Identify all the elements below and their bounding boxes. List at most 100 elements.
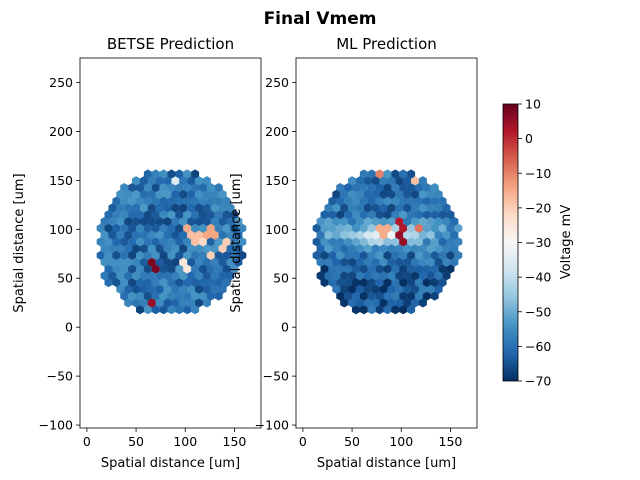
cell — [442, 203, 451, 213]
cell — [391, 305, 400, 315]
cell — [414, 277, 423, 288]
cell — [403, 230, 412, 240]
cell — [218, 243, 227, 254]
cell — [359, 277, 368, 288]
cell — [348, 298, 357, 308]
cell — [167, 237, 176, 247]
cell — [222, 250, 231, 260]
cell — [340, 257, 349, 267]
cell — [375, 250, 384, 260]
cell — [418, 176, 427, 186]
cell — [359, 250, 368, 260]
cell — [383, 305, 392, 315]
cell — [403, 216, 412, 227]
cell — [187, 243, 196, 254]
cell — [438, 210, 447, 220]
cell — [379, 298, 388, 308]
cell — [367, 250, 376, 260]
y-tick-label: 200 — [49, 124, 73, 139]
cell — [391, 223, 400, 233]
cell — [202, 243, 211, 254]
cell — [359, 196, 368, 206]
cell — [147, 284, 156, 294]
cell — [171, 189, 180, 199]
cell — [151, 277, 160, 288]
cell — [179, 189, 188, 199]
cell — [351, 277, 361, 288]
cell — [163, 176, 172, 186]
cell — [167, 223, 176, 233]
cell — [422, 182, 431, 193]
cell — [112, 223, 121, 233]
cell — [379, 243, 388, 254]
cell — [434, 257, 443, 267]
cell — [191, 264, 200, 274]
cell — [202, 189, 211, 199]
cell — [214, 277, 223, 288]
cell — [363, 189, 372, 199]
cell — [210, 189, 219, 199]
cell — [355, 216, 364, 227]
cell — [395, 203, 404, 213]
cell — [375, 223, 384, 233]
cell — [332, 203, 341, 213]
cell — [135, 210, 145, 220]
cell — [418, 298, 427, 308]
cell — [175, 223, 184, 233]
cell — [214, 210, 223, 220]
cell — [340, 298, 349, 308]
cell — [206, 291, 215, 301]
cell — [230, 210, 239, 220]
cell — [179, 298, 188, 308]
cell — [191, 182, 200, 193]
cell — [430, 291, 439, 301]
cell — [191, 250, 200, 260]
cell — [348, 284, 357, 294]
cell — [332, 284, 341, 294]
cell — [344, 291, 353, 301]
cell — [316, 216, 325, 227]
cell — [163, 203, 172, 213]
cell — [395, 271, 404, 281]
cell — [135, 291, 145, 301]
cell — [359, 291, 368, 301]
cell — [340, 203, 349, 213]
cell — [135, 305, 145, 315]
cell — [124, 284, 133, 294]
x-axis-label: Spatial distance [um] — [101, 456, 240, 471]
cell — [167, 277, 176, 288]
cell — [238, 237, 247, 247]
cell-grid — [312, 169, 463, 315]
cell — [395, 243, 404, 254]
cell — [399, 182, 408, 193]
cell — [135, 264, 145, 274]
cell — [438, 223, 447, 233]
cell — [206, 264, 215, 274]
cell — [434, 284, 443, 294]
cell — [159, 210, 168, 220]
cell — [210, 230, 219, 240]
cell — [195, 271, 204, 281]
cell — [434, 203, 443, 213]
cell — [100, 257, 109, 267]
cell — [391, 169, 400, 179]
cell — [171, 243, 180, 254]
cell — [163, 189, 172, 199]
cell — [399, 250, 408, 260]
cell — [179, 216, 188, 227]
cell — [128, 182, 137, 193]
colorbar-tick-label: −50 — [525, 304, 551, 319]
cell — [155, 203, 164, 213]
cell — [151, 264, 160, 274]
cell — [175, 291, 184, 301]
y-tick-label: 100 — [265, 222, 289, 237]
cell — [230, 250, 239, 260]
cell — [418, 189, 427, 199]
cell — [120, 182, 129, 193]
cell — [407, 210, 416, 220]
cell — [171, 203, 180, 213]
cell — [399, 223, 408, 233]
cell — [163, 298, 172, 308]
cell — [175, 169, 184, 179]
